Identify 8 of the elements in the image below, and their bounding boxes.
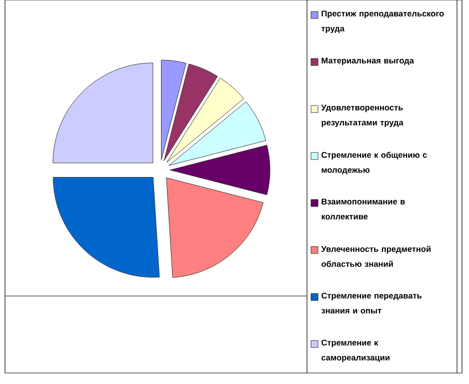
legend-label: Стремление передавать знания и опыт [321,292,422,314]
legend-label: Стремление к самореализации [322,340,390,362]
legend-label: Престиж преподавательского труда [321,10,444,34]
legend-label: Материальная выгода [322,58,414,66]
category-label: Взаимопонимание в коллективе [322,198,405,220]
legend-label: Стремление к общению с молодежью [322,152,427,174]
legend-label: Удовлетворенность результатами труда [321,104,404,128]
legend-label: Увлеченность предметной областью знаний [321,246,430,267]
